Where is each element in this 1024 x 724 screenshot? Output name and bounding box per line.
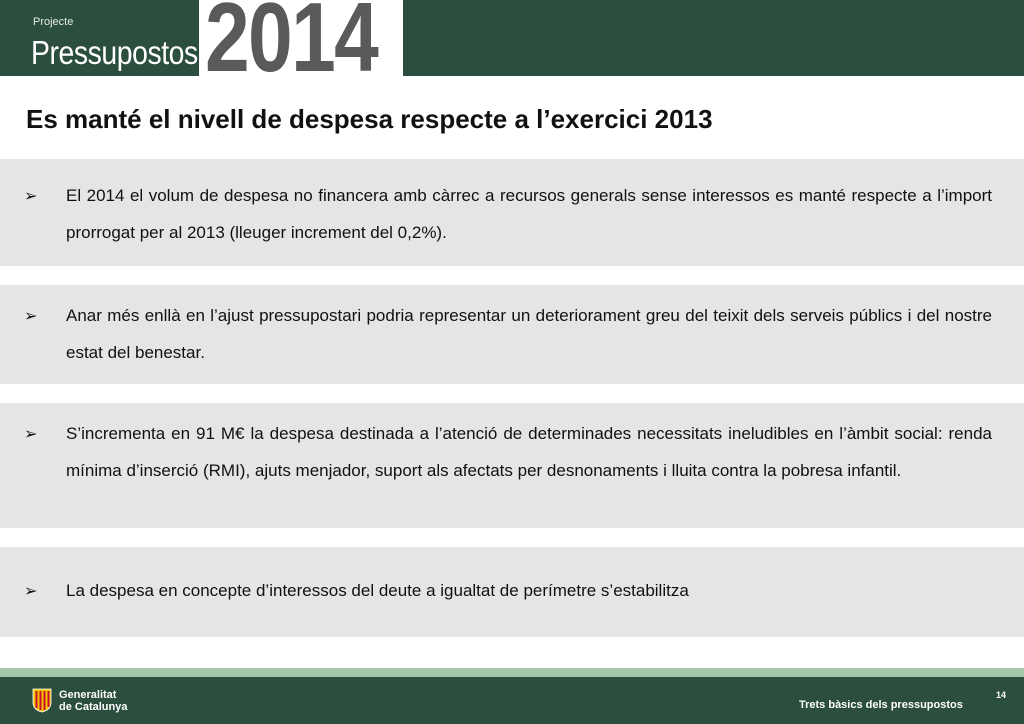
bottom-stripe	[0, 668, 1024, 677]
generalitat-logo-icon	[32, 688, 52, 713]
year-label: 2014	[205, 0, 379, 76]
org-name-line2: de Catalunya	[59, 701, 128, 713]
bullet-panel-1: ➢ El 2014 el volum de despesa no finance…	[0, 159, 1024, 266]
page-number: 14	[996, 690, 1007, 700]
bullet-text-1: El 2014 el volum de despesa no financera…	[66, 186, 992, 242]
bullet-text-3: S’incrementa en 91 M€ la despesa destina…	[66, 424, 992, 480]
footer-bar	[0, 677, 1024, 724]
arrowhead-bullet-icon: ➢	[24, 426, 38, 443]
header-title: Pressupostos	[31, 34, 198, 71]
bullet-panel-4: ➢ La despesa en concepte d’interessos de…	[0, 547, 1024, 637]
org-name: Generalitat de Catalunya	[59, 689, 127, 713]
footer-caption: Trets bàsics dels pressupostos	[799, 699, 963, 711]
year-box: 2014	[199, 0, 403, 76]
arrowhead-bullet-icon: ➢	[24, 308, 38, 325]
header-subtitle: Projecte	[33, 16, 74, 28]
header-bar: Projecte Pressupostos 2014	[0, 0, 1024, 76]
bullet-text-4: La despesa en concepte d’interessos del …	[66, 581, 689, 600]
bullet-panel-2: ➢ Anar més enllà en l’ajust pressupostar…	[0, 285, 1024, 384]
bullet-panel-3: ➢ S’incrementa en 91 M€ la despesa desti…	[0, 403, 1024, 528]
bullet-text-2: Anar més enllà en l’ajust pressupostari …	[66, 306, 992, 362]
arrowhead-bullet-icon: ➢	[24, 583, 38, 600]
arrowhead-bullet-icon: ➢	[24, 188, 38, 205]
page-title: Es manté el nivell de despesa respecte a…	[26, 104, 713, 134]
org-name-line1: Generalitat	[59, 689, 117, 701]
